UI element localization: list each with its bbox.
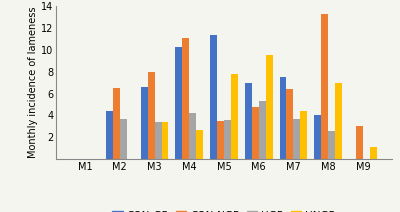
Bar [300, 111, 307, 159]
Y-axis label: Monthly incidence of lameness: Monthly incidence of lameness [28, 7, 38, 158]
Bar [280, 77, 286, 159]
Bar [148, 72, 154, 159]
Bar [106, 111, 113, 159]
Bar [356, 126, 363, 159]
Bar [189, 113, 196, 159]
Bar [120, 119, 127, 159]
Bar [286, 89, 294, 159]
Bar [196, 130, 203, 159]
Bar [176, 47, 182, 159]
Bar [162, 122, 168, 159]
Bar [259, 101, 266, 159]
Bar [294, 119, 300, 159]
Bar [141, 87, 148, 159]
Bar [314, 115, 321, 159]
Bar [217, 121, 224, 159]
Bar [328, 131, 335, 159]
Bar [154, 122, 162, 159]
Bar [245, 83, 252, 159]
Bar [231, 74, 238, 159]
Bar [335, 83, 342, 159]
Bar [182, 38, 189, 159]
Bar [370, 147, 377, 159]
Bar [113, 88, 120, 159]
Bar [224, 120, 231, 159]
Bar [252, 107, 259, 159]
Legend: CON-GR, CON-NGR, HGR, HNGR: CON-GR, CON-NGR, HGR, HNGR [108, 207, 340, 212]
Bar [266, 55, 272, 159]
Bar [321, 14, 328, 159]
Bar [210, 35, 217, 159]
